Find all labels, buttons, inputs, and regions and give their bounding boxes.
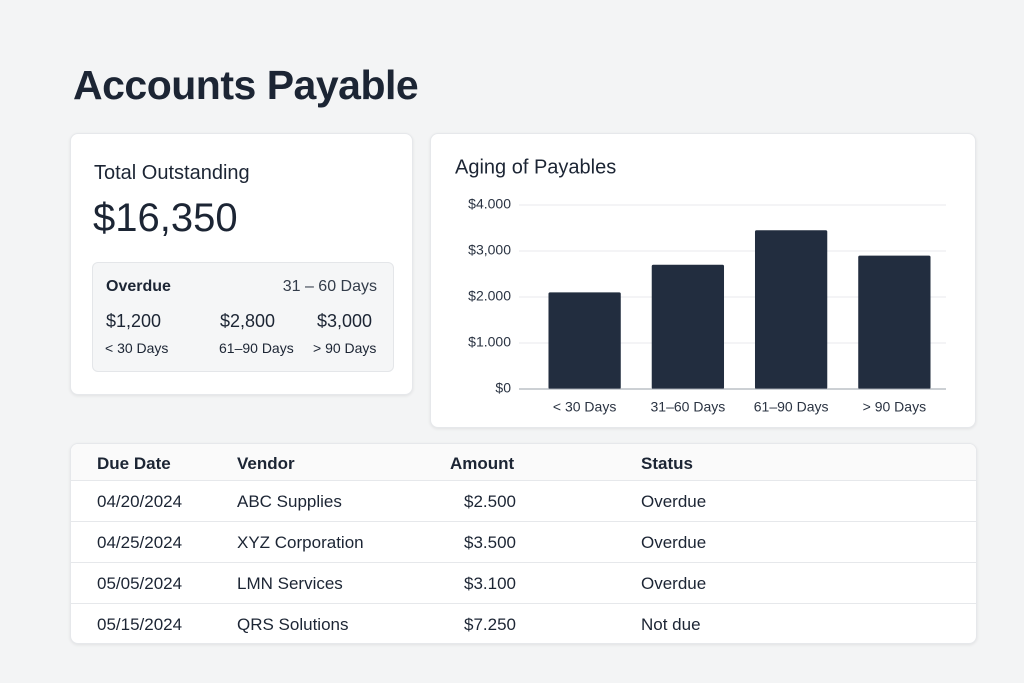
bar: [858, 255, 931, 389]
table-cell: 04/20/2024: [97, 492, 183, 511]
y-tick-label: $0: [495, 380, 511, 396]
total-amount: $16,350: [93, 196, 238, 240]
table-row: 04/20/2024 ABC Supplies $2.500 Overdue: [71, 480, 976, 521]
table-cell: XYZ Corporation: [237, 533, 364, 552]
table-cell: 05/15/2024: [97, 615, 183, 634]
table-cell: Overdue: [641, 533, 707, 552]
x-tick-label: 31–60 Days: [651, 399, 726, 415]
bar: [651, 264, 725, 389]
table-cell: Not due: [641, 615, 701, 634]
y-tick-label: $4.000: [468, 196, 511, 212]
table-cell: $3.500: [464, 533, 516, 552]
x-tick-label: < 30 Days: [553, 399, 616, 415]
breakdown-box: Overdue 31 – 60 Days $1,200 < 30 Days $2…: [92, 262, 394, 372]
table-row: 04/25/2024 XYZ Corporation $3.500 Overdue: [71, 521, 976, 562]
bucket-amount: $3,000: [317, 311, 373, 331]
table-cell: $3.100: [464, 574, 516, 593]
overdue-label: Overdue: [106, 278, 171, 295]
table-row: 05/15/2024 QRS Solutions $7.250 Not due: [71, 603, 976, 643]
bucket-label: 61–90 Days: [219, 340, 294, 356]
column-header: Status: [641, 454, 693, 473]
table-cell: $7.250: [464, 615, 516, 634]
table-cell: Overdue: [641, 574, 707, 593]
table-cell: LMN Services: [237, 574, 343, 593]
table-cell: ABC Supplies: [237, 492, 342, 511]
chart: Aging of Payables $0 $1.000 $2.000 $3,000 $4…: [455, 156, 946, 415]
bucket-label: < 30 Days: [105, 340, 169, 356]
table-cell: $2.500: [464, 492, 516, 511]
range-label: 31 – 60 Days: [282, 278, 377, 295]
y-tick-label: $3,000: [468, 242, 511, 258]
y-tick-label: $1.000: [468, 334, 511, 350]
column-header: Vendor: [237, 454, 295, 473]
column-header: Due Date: [97, 454, 171, 473]
table-cell: 04/25/2024: [97, 533, 183, 552]
page-title: Accounts Payable: [73, 62, 419, 108]
chart-card: Aging of Payables $0 $1.000 $2.000 $3,000 $4…: [430, 133, 976, 428]
bucket-amount: $1,200: [106, 311, 162, 331]
summary-title: Total Outstanding: [94, 162, 250, 184]
payables-table: Due Date Vendor Amount Status 04/20/2024 ABC …: [70, 443, 977, 644]
bar: [548, 292, 621, 389]
table-header: Due Date Vendor Amount Status: [71, 444, 976, 480]
table-cell: QRS Solutions: [237, 615, 349, 634]
x-tick-label: > 90 Days: [863, 399, 926, 415]
bar: [754, 230, 828, 389]
table-row: 05/05/2024 LMN Services $3.100 Overdue: [71, 562, 976, 603]
chart-title: Aging of Payables: [455, 156, 616, 178]
x-tick-label: 61–90 Days: [754, 399, 829, 415]
table-cell: 05/05/2024: [97, 574, 183, 593]
table-cell: Overdue: [641, 492, 707, 511]
bucket-label: > 90 Days: [313, 340, 377, 356]
bucket-amount: $2,800: [220, 311, 276, 331]
summary-card: Total Outstanding $16,350 Overdue 31 – 6…: [70, 133, 413, 395]
column-header: Amount: [450, 454, 515, 473]
y-tick-label: $2.000: [468, 288, 511, 304]
